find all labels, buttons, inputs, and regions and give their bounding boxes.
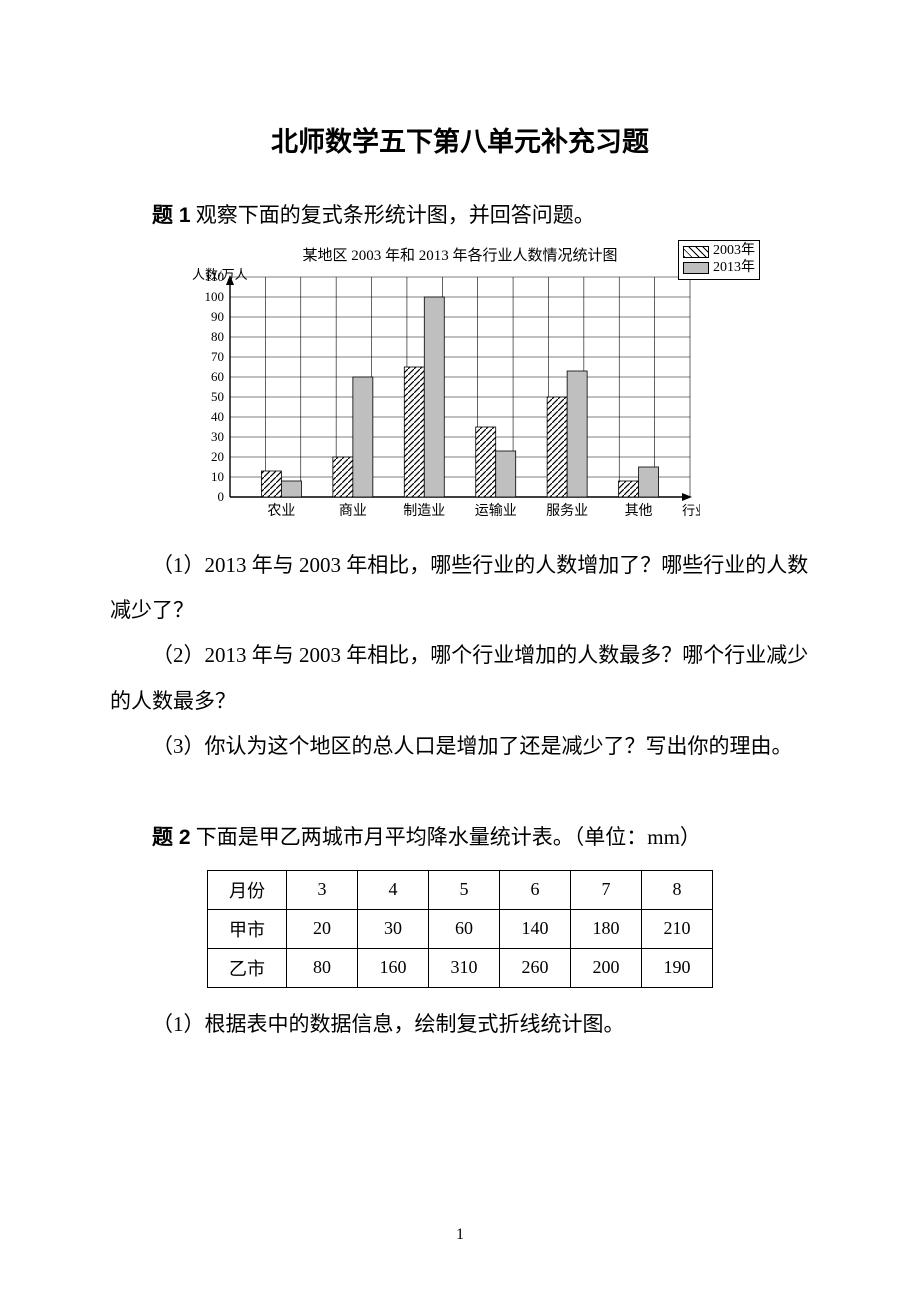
rain-b-0: 80 (287, 948, 358, 987)
rain-a-4: 180 (571, 909, 642, 948)
q2-label: 题 2 (152, 826, 191, 849)
legend-row-2013: 2013年 (683, 260, 755, 277)
rain-month-0: 3 (287, 870, 358, 909)
svg-text:80: 80 (211, 329, 224, 344)
svg-text:农业: 农业 (267, 503, 295, 519)
q1-sub2: （2）2013 年与 2003 年相比，哪个行业增加的人数最多？哪个行业减少的人… (110, 633, 810, 723)
svg-text:70: 70 (211, 349, 224, 364)
chart-title: 某地区 2003 年和 2013 年各行业人数情况统计图 (180, 244, 740, 265)
q1-sub1: （1）2013 年与 2003 年相比，哪些行业的人数增加了？哪些行业的人数减少… (110, 543, 810, 633)
svg-text:运输业: 运输业 (475, 503, 517, 519)
rain-row-a-label: 甲市 (208, 909, 287, 948)
svg-text:制造业: 制造业 (403, 503, 445, 519)
rain-b-4: 200 (571, 948, 642, 987)
q2-sub1: （1）根据表中的数据信息，绘制复式折线统计图。 (110, 1002, 810, 1047)
svg-text:20: 20 (211, 449, 224, 464)
q1-label: 题 1 (152, 204, 191, 227)
rain-header-label: 月份 (208, 870, 287, 909)
page-title: 北师数学五下第八单元补充习题 (110, 120, 810, 159)
rain-a-0: 20 (287, 909, 358, 948)
svg-text:0: 0 (218, 489, 225, 504)
rain-b-3: 260 (500, 948, 571, 987)
rain-month-2: 5 (429, 870, 500, 909)
svg-text:10: 10 (211, 469, 224, 484)
rain-a-5: 210 (642, 909, 713, 948)
q2-prompt-line: 题 2 下面是甲乙两城市月平均降水量统计表。（单位：mm） (110, 815, 810, 860)
rain-month-3: 6 (500, 870, 571, 909)
bar-chart-svg: 0102030405060708090100110人数/万人行业农业商业制造业运… (180, 267, 700, 527)
svg-text:其他: 其他 (625, 503, 653, 519)
rain-table: 月份 3 4 5 6 7 8 甲市 20 30 60 140 180 210 乙… (207, 870, 713, 988)
rain-b-5: 190 (642, 948, 713, 987)
rain-b-2: 310 (429, 948, 500, 987)
rain-month-5: 8 (642, 870, 713, 909)
legend-label-2003: 2003年 (713, 243, 755, 260)
svg-text:40: 40 (211, 409, 224, 424)
svg-text:服务业: 服务业 (546, 503, 588, 519)
q2-prompt: 下面是甲乙两城市月平均降水量统计表。（单位：mm） (191, 825, 701, 849)
rain-table-header-row: 月份 3 4 5 6 7 8 (208, 870, 713, 909)
svg-text:50: 50 (211, 389, 224, 404)
q1-prompt: 观察下面的复式条形统计图，并回答问题。 (191, 203, 595, 227)
svg-text:60: 60 (211, 369, 224, 384)
rain-month-1: 4 (358, 870, 429, 909)
rain-row-b-label: 乙市 (208, 948, 287, 987)
legend-label-2013: 2013年 (713, 260, 755, 277)
rain-month-4: 7 (571, 870, 642, 909)
rain-b-1: 160 (358, 948, 429, 987)
q1-prompt-line: 题 1 观察下面的复式条形统计图，并回答问题。 (110, 193, 810, 238)
svg-text:30: 30 (211, 429, 224, 444)
svg-text:90: 90 (211, 309, 224, 324)
rain-a-3: 140 (500, 909, 571, 948)
rain-a-2: 60 (429, 909, 500, 948)
rain-row-b: 乙市 80 160 310 260 200 190 (208, 948, 713, 987)
chart-legend: 2003年 2013年 (678, 240, 760, 280)
svg-text:商业: 商业 (339, 503, 367, 519)
svg-text:人数/万人: 人数/万人 (192, 267, 248, 282)
rain-row-a: 甲市 20 30 60 140 180 210 (208, 909, 713, 948)
legend-row-2003: 2003年 (683, 243, 755, 260)
rain-a-1: 30 (358, 909, 429, 948)
page-number: 1 (0, 1226, 920, 1244)
legend-swatch-2013 (683, 262, 709, 274)
legend-swatch-2003 (683, 246, 709, 258)
q1-sub3: （3）你认为这个地区的总人口是增加了还是减少了？写出你的理由。 (110, 724, 810, 769)
bar-chart-container: 某地区 2003 年和 2013 年各行业人数情况统计图 2003年 2013年… (180, 244, 740, 527)
svg-text:行业: 行业 (682, 503, 700, 518)
svg-text:100: 100 (205, 289, 225, 304)
